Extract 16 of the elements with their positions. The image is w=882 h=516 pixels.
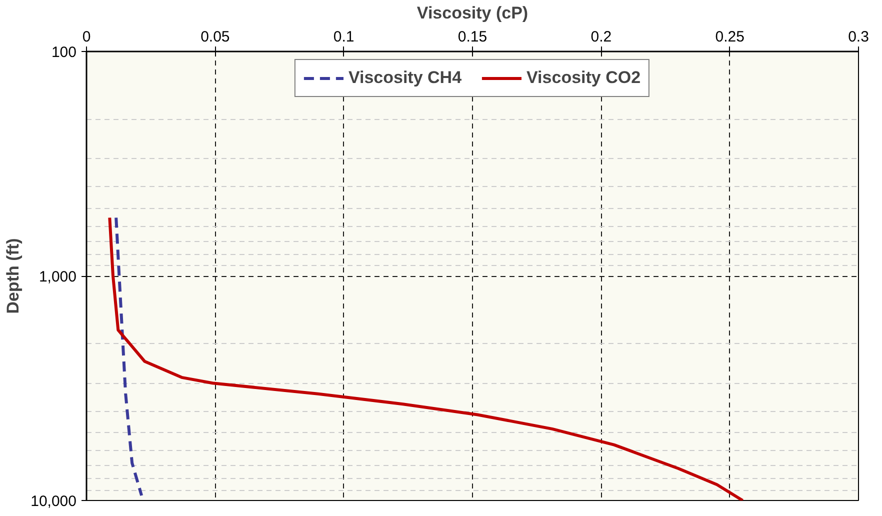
x-axis-title: Viscosity (cP) [416,4,528,22]
legend-label: Viscosity CO2 [526,68,641,88]
x-tick-label: 0.3 [848,28,869,46]
y-tick-label: 100 [51,44,77,61]
x-tick-label: 0 [82,28,91,46]
legend-label: Viscosity CH4 [348,68,462,88]
x-tick-label: 0.05 [200,28,230,46]
x-tick-label: 0.2 [590,28,612,46]
line-series [114,216,144,497]
y-tick-label: 1,000 [38,268,77,286]
x-tick-label: 0.15 [458,28,488,46]
line-series [108,216,744,500]
y-tick-label: 10,000 [30,493,77,510]
y-axis-title: Depth (ft) [4,238,23,314]
x-tick-label: 0.25 [715,28,744,46]
x-tick-label: 0.1 [333,28,354,46]
